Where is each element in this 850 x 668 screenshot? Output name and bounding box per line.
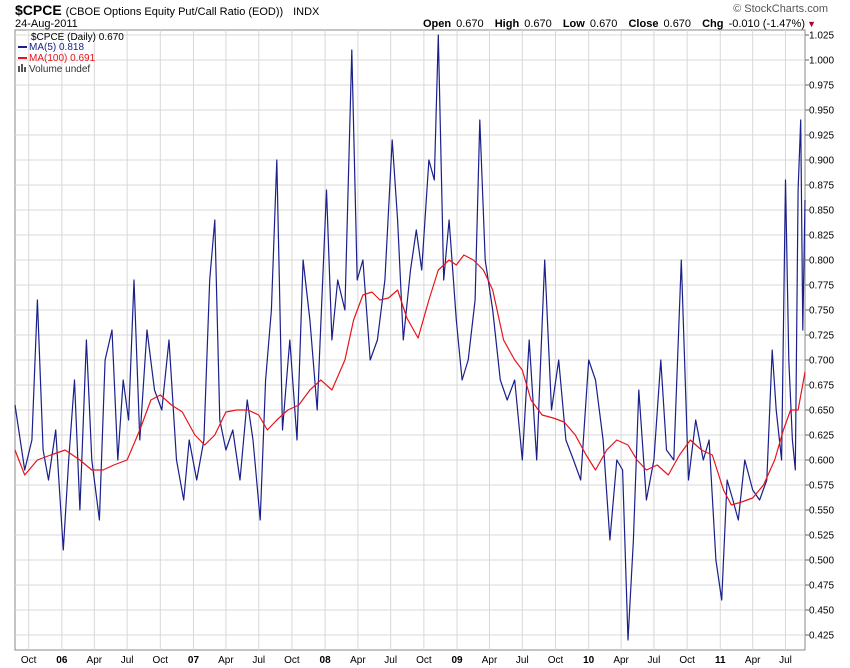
x-tick-label: Oct [679,655,695,666]
series-line-ma5 [14,34,806,641]
low-value: 0.670 [589,18,618,30]
x-tick-label: 10 [583,655,595,666]
y-tick-label: 0.800 [809,256,834,267]
y-tick-label: 0.450 [809,606,834,617]
y-tick-label: 0.850 [809,206,834,217]
x-tick-label: Jul [516,655,529,666]
x-tick-label: Oct [21,655,37,666]
x-tick-label: Oct [416,655,432,666]
series-group [14,34,806,641]
high-value: 0.670 [524,18,552,30]
y-tick-label: 1.025 [809,31,834,42]
y-tick-label: 0.550 [809,506,834,517]
y-tick-label: 0.975 [809,81,834,92]
legend-ma5: MA(5) 0.818 [29,42,84,53]
symbol-title: $CPCE (CBOE Options Equity Put/Call Rati… [15,2,319,18]
grid-lines [15,30,805,650]
x-tick-label: Jul [779,655,792,666]
x-tick-label: 06 [56,655,68,666]
y-tick-label: 0.650 [809,406,834,417]
down-arrow-icon: ▼ [807,19,816,29]
low-label: Low [562,18,585,30]
x-tick-label: Jul [121,655,134,666]
close-label: Close [628,18,659,30]
y-tick-label: 0.725 [809,331,834,342]
x-tick-label: Apr [350,655,366,666]
x-tick-label: 07 [188,655,200,666]
x-tick-label: Jul [252,655,265,666]
y-tick-label: 0.700 [809,356,834,367]
x-tick-label: Jul [648,655,661,666]
y-tick-label: 0.950 [809,106,834,117]
x-tick-label: Jul [384,655,397,666]
symbol: $CPCE [15,2,62,18]
x-axis: Oct 06 Apr Jul Oct 07 Apr Jul Oct 08 Apr Jul Oct 09 Ap… [21,655,792,666]
y-tick-label: 0.775 [809,281,834,292]
y-tick-label: 0.625 [809,431,834,442]
close-value: 0.670 [663,18,692,30]
ohlc-readout: Open 0.670 High 0.670 Low 0.670 Close 0.… [423,18,805,30]
y-tick-label: 0.500 [809,556,834,567]
x-tick-label: 08 [320,655,332,666]
series-line-ma100 [14,254,806,506]
y-tick-label: 0.675 [809,381,834,392]
y-tick-label: 0.925 [809,131,834,142]
legend-main: $CPCE (Daily) 0.670 [31,32,124,43]
y-tick-label: 0.475 [809,581,834,592]
y-tick-label: 0.875 [809,181,834,192]
x-tick-label: Oct [284,655,300,666]
x-tick-label: 11 [715,655,726,666]
volume-bars-icon [18,64,26,72]
plot-area [14,29,806,651]
exchange: INDX [293,6,320,18]
y-axis: 0.425 0.450 0.475 0.500 0.525 0.550 0.575 0.600… [805,31,834,642]
chg-label: Chg [702,18,724,30]
chart-header: $CPCE (CBOE Options Equity Put/Call Rati… [0,0,850,36]
x-tick-label: Oct [153,655,169,666]
symbol-description: (CBOE Options Equity Put/Call Ratio (EOD… [65,6,284,18]
legend: $CPCE (Daily) 0.670 MA(5) 0.818 MA(100) … [18,32,124,75]
high-label: High [494,18,520,30]
y-tick-label: 0.575 [809,481,834,492]
y-tick-label: 1.000 [809,56,834,67]
y-tick-label: 0.750 [809,306,834,317]
y-tick-label: 0.600 [809,456,834,467]
x-tick-label: Apr [745,655,761,666]
y-tick-label: 0.525 [809,531,834,542]
legend-ma100: MA(100) 0.691 [29,53,96,64]
x-tick-label: Oct [548,655,564,666]
x-tick-label: Apr [613,655,629,666]
x-tick-label: 09 [451,655,463,666]
open-value: 0.670 [456,18,484,30]
open-label: Open [422,18,452,30]
chart-date: 24-Aug-2011 [15,18,78,30]
x-tick-label: Apr [218,655,234,666]
legend-volume: Volume undef [29,64,90,75]
brand-label[interactable]: © StockCharts.com [733,3,828,15]
x-tick-label: Apr [87,655,103,666]
chg-value: -0.010 (-1.47%) [728,18,805,30]
y-tick-label: 0.425 [809,631,834,642]
y-tick-label: 0.900 [809,156,834,167]
x-tick-label: Apr [482,655,498,666]
y-tick-label: 0.825 [809,231,834,242]
